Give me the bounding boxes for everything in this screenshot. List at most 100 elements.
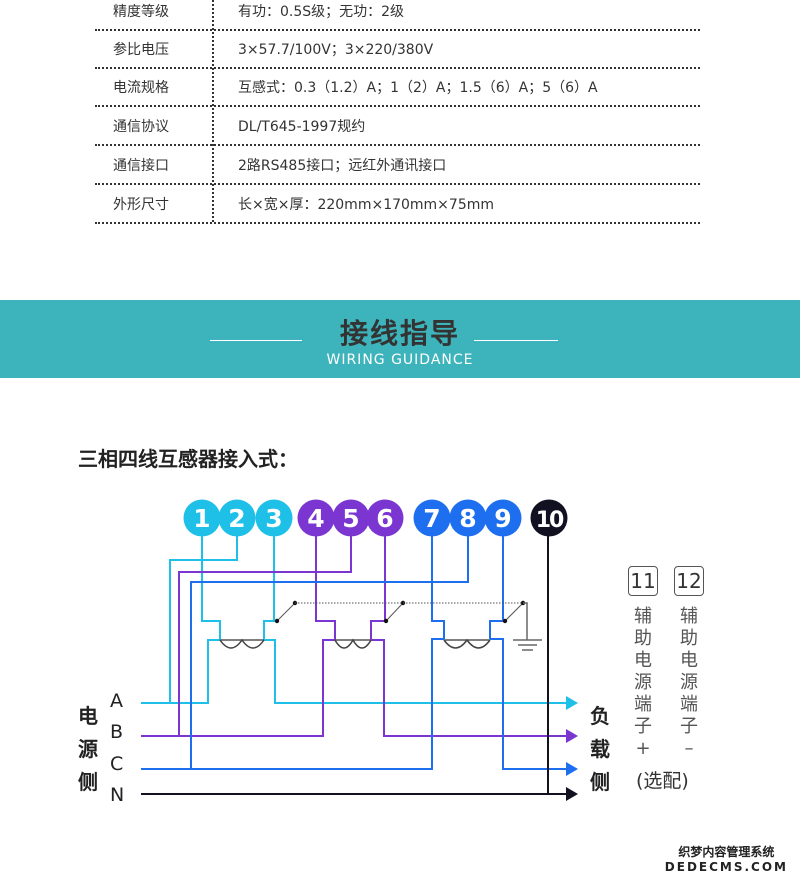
char: 电	[680, 650, 698, 671]
terminal-8-label: 8	[459, 504, 476, 533]
spec-value: 互感式：0.3（1.2）A；1（2）A；1.5（6）A；5（6）A	[238, 80, 598, 96]
neutral-arrow	[566, 787, 578, 801]
terminal-4-wire	[315, 536, 336, 640]
spec-value: 2路RS485接口；远红外通讯接口	[238, 158, 447, 174]
divider	[474, 340, 558, 341]
char: 子	[680, 716, 698, 737]
terminal-5-wire	[178, 536, 352, 736]
char: 源	[680, 672, 698, 693]
terminal-2-wire	[169, 536, 238, 703]
phase-b-load-line	[371, 639, 570, 737]
phase-a-arrow	[566, 696, 578, 710]
spec-label: 参比电压	[113, 42, 169, 58]
spec-label: 外形尺寸	[113, 197, 169, 213]
phase-a-line	[141, 639, 220, 704]
switch-3	[504, 602, 524, 622]
ct-coil-3	[443, 638, 491, 649]
char: –	[684, 738, 694, 759]
terminal-11: 11	[628, 566, 658, 596]
phase-c-arrow	[566, 762, 578, 776]
spec-value: 有功：0.5S级；无功：2级	[238, 4, 405, 20]
char: 助	[680, 628, 698, 649]
terminal-6-wire	[370, 536, 386, 640]
terminal-9-label: 9	[494, 504, 511, 533]
char: 侧	[590, 770, 610, 794]
spec-row: 通信协议 DL/T645-1997规约	[95, 106, 700, 146]
spec-value: 3×57.7/100V；3×220/380V	[238, 42, 434, 58]
phase-c-load-line	[490, 638, 570, 770]
watermark-line2: DEDECMS.COM	[664, 860, 788, 874]
optional-note: (选配)	[636, 770, 689, 792]
terminal-1-wire	[201, 536, 221, 640]
terminal-3-circle	[255, 499, 293, 537]
phase-label-c: C	[110, 753, 124, 775]
char: 辅	[634, 606, 652, 627]
terminal-4-label: 4	[307, 504, 324, 533]
switch-2	[385, 602, 404, 622]
ct-coil-2	[334, 638, 372, 649]
terminal-8-circle	[449, 499, 487, 537]
char: 端	[680, 694, 698, 715]
aux-power-minus-label: 辅助电源端子 –	[675, 606, 703, 760]
source-side-label: 电 源 侧	[76, 700, 100, 799]
phase-b-line	[141, 639, 335, 737]
char: 辅	[680, 606, 698, 627]
spec-row: 电流规格 互感式：0.3（1.2）A；1（2）A；1.5（6）A；5（6）A	[95, 67, 700, 107]
switch-dot	[274, 618, 280, 624]
phase-label-n: N	[110, 784, 125, 806]
char: 源	[634, 672, 652, 693]
phase-b-arrow	[566, 729, 578, 743]
terminal-12: 12	[674, 566, 704, 596]
char: 源	[78, 737, 98, 761]
terminal-2-circle	[218, 499, 256, 537]
terminal-10-circle	[530, 499, 568, 537]
terminal-9-wire	[489, 536, 504, 639]
char: 助	[634, 628, 652, 649]
char: 负	[590, 704, 610, 728]
switch-dot	[383, 618, 389, 624]
watermark-line1: 织梦内容管理系统	[678, 845, 775, 859]
terminal-1-circle	[183, 499, 221, 537]
section-title: 接线指导	[339, 317, 460, 350]
spec-row: 通信接口 2路RS485接口；远红外通讯接口	[95, 145, 700, 185]
spec-label: 精度等级	[113, 4, 169, 20]
terminal-8-wire	[190, 536, 469, 769]
aux-power-plus-label: 辅助电源端子 +	[629, 606, 657, 760]
phase-label-b: B	[110, 721, 124, 743]
ground-wire	[523, 602, 528, 640]
char: +	[635, 738, 651, 759]
load-side-label: 负 载 侧	[588, 700, 612, 799]
spec-value: DL/T645-1997规约	[238, 119, 366, 135]
section-subtitle: WIRING GUIDANCE	[326, 352, 474, 368]
char: 载	[590, 737, 610, 761]
terminal-3-label: 3	[265, 504, 282, 533]
char: 端	[634, 694, 652, 715]
terminal-6-label: 6	[376, 504, 393, 533]
terminal-2-label: 2	[228, 504, 245, 533]
table-divider	[212, 0, 214, 222]
watermark: 织梦内容管理系统 DEDECMS.COM	[665, 845, 788, 875]
terminal-7-circle	[413, 499, 451, 537]
ct-coil-1	[219, 638, 265, 649]
char: 侧	[78, 770, 98, 794]
phase-a-load-line	[264, 639, 570, 704]
switch-dot	[502, 618, 508, 624]
spec-label: 通信接口	[113, 158, 169, 174]
phase-c-line	[141, 638, 444, 770]
section-banner: 接线指导 WIRING GUIDANCE	[0, 300, 800, 378]
char: 子	[634, 716, 652, 737]
terminal-4-circle	[297, 499, 335, 537]
spec-row: 参比电压 3×57.7/100V；3×220/380V	[95, 29, 700, 69]
diagram-heading: 三相四线互感器接入式：	[78, 447, 298, 471]
terminal-3-wire	[263, 536, 275, 640]
spec-row: 外形尺寸 长×宽×厚：220mm×170mm×75mm	[95, 184, 700, 224]
divider	[210, 340, 302, 341]
char: 电	[634, 650, 652, 671]
terminal-9-circle	[484, 499, 522, 537]
spec-value: 长×宽×厚：220mm×170mm×75mm	[238, 197, 495, 213]
switch-1	[276, 602, 296, 622]
phase-label-a: A	[110, 690, 123, 712]
char: 电	[78, 704, 98, 728]
terminal-6-circle	[366, 499, 404, 537]
